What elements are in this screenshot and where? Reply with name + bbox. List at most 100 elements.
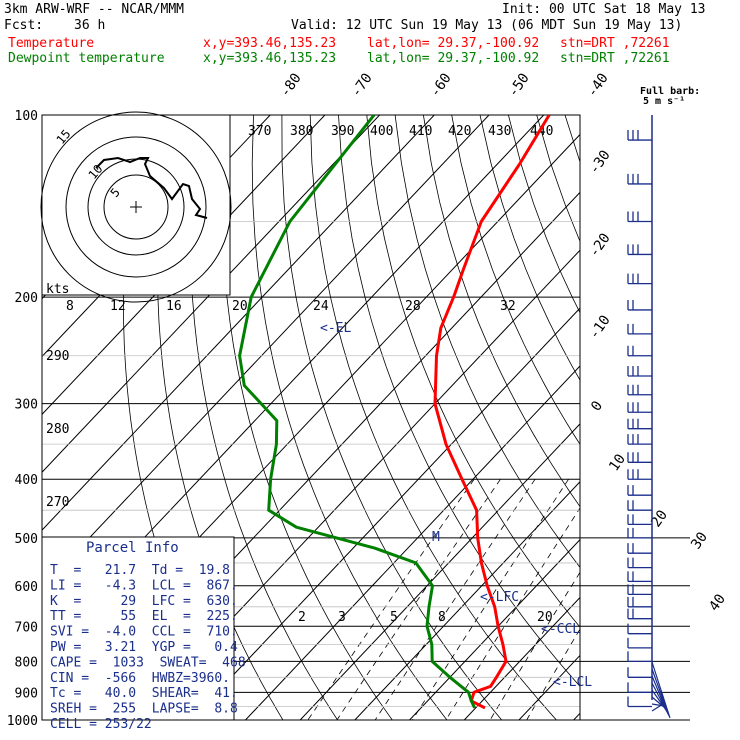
dry-adiabat-line — [251, 115, 448, 720]
wind-barb-shaft — [627, 130, 652, 141]
temperature-latlon: lat,lon= 29.37,-100.92 — [367, 36, 540, 51]
theta-label: 400 — [370, 124, 393, 139]
wind-barb-shaft — [627, 623, 652, 635]
wind-barb — [627, 384, 652, 396]
dewpoint-legend: Dewpoint temperature — [8, 51, 165, 66]
dewpoint-xy: x,y=393.46,135.23 — [203, 51, 337, 66]
wind-barb-shaft — [627, 514, 652, 526]
dry-adiabat-label: 290 — [46, 349, 69, 364]
wind-barb — [627, 696, 652, 708]
marker-lfc: <-LFC — [480, 590, 519, 605]
dewpoint-station: stn=DRT ,72261 — [560, 51, 670, 66]
wind-barb-shaft — [627, 384, 652, 396]
wind-barb — [627, 557, 652, 569]
parcel-title: Parcel Info — [86, 540, 179, 556]
wind-barb-shaft — [627, 651, 652, 663]
isotherm-line — [409, 538, 580, 720]
wind-barb-shaft — [627, 418, 652, 430]
isotherm-label: 20 — [648, 507, 671, 530]
wind-barb — [627, 402, 652, 413]
theta-label: 430 — [488, 124, 511, 139]
wind-barb — [627, 323, 652, 335]
parcel-row: SREH = 255 LAPSE= 8.8 — [50, 702, 238, 717]
isotherm-line — [628, 115, 740, 720]
dewpoint-latlon: lat,lon= 29.37,-100.92 — [367, 51, 540, 66]
wind-barb — [627, 244, 652, 256]
isotherm-label: -80 — [277, 70, 305, 100]
wind-barb — [627, 571, 652, 583]
wind-barb — [627, 543, 652, 554]
wind-barb-shaft — [627, 500, 652, 511]
wind-barb-shaft — [627, 667, 652, 678]
isotherm-line — [42, 115, 380, 473]
wind-barb — [627, 299, 652, 311]
wind-barb — [627, 469, 652, 480]
wind-barb — [627, 584, 652, 596]
isotherm-line — [463, 596, 580, 720]
parcel-row: K = 29 LFC = 630. — [50, 594, 238, 609]
isotherm-label: -40 — [584, 70, 612, 100]
isotherm-label: -50 — [505, 70, 533, 100]
temperature-curve — [433, 115, 551, 710]
wind-barb — [627, 514, 652, 526]
dry-adiabat-line — [366, 115, 580, 628]
init-time: Init: 00 UTC Sat 18 May 13 — [502, 2, 706, 17]
wind-barb-shaft — [627, 571, 652, 583]
speed-scale-label: 16 — [166, 299, 182, 314]
isotherm-label: 40 — [706, 591, 729, 614]
wind-barb-shaft — [627, 434, 652, 445]
mixing-ratio-label: 8 — [438, 610, 446, 625]
pressure-labels: 100 200 300 400 500 600 700 800 900 1000 — [7, 109, 38, 729]
wind-barb-shaft — [627, 637, 652, 649]
mixing-ratio-label: 5 — [390, 610, 398, 625]
wind-barbs: Full barb:5 m s⁻¹ — [627, 86, 700, 719]
parcel-row: SVI = -4.0 CCL = 710. — [50, 625, 238, 640]
dry-adiabat-line — [707, 115, 740, 720]
isotherm-label: -20 — [586, 230, 614, 260]
dry-adiabat-label: 280 — [46, 422, 69, 437]
mixing-ratio-label: 3 — [338, 610, 346, 625]
parcel-row: CAPE = 1033 SWEAT= 468 — [50, 655, 246, 670]
isotherm-line — [354, 481, 580, 720]
model-title: 3km ARW-WRF -- NCAR/MMM — [4, 2, 185, 17]
wind-barb — [627, 485, 652, 496]
dry-adiabat-line — [622, 115, 740, 720]
isotherm-label: 10 — [606, 451, 629, 474]
isotherm-label: -60 — [427, 70, 455, 100]
wind-barb — [627, 596, 652, 608]
temperature-legend: Temperature — [8, 36, 95, 51]
pressure-label: 1000 — [7, 714, 38, 729]
wind-barb-shaft — [627, 584, 652, 596]
barb-legend-line1: Full barb: — [640, 86, 700, 97]
theta-label: 410 — [409, 124, 432, 139]
isotherm-line — [299, 423, 580, 720]
isotherm-line — [42, 115, 435, 531]
forecast-hour: 36 h — [74, 18, 106, 33]
speed-scale-label: 8 — [66, 299, 74, 314]
wind-barb-shaft — [627, 485, 652, 496]
wind-barb — [627, 345, 652, 357]
parcel-row: T = 21.7 Td = 19.8 — [50, 563, 230, 578]
wind-barb — [627, 130, 652, 141]
hodograph-ring — [40, 111, 232, 303]
dry-adiabat-line — [593, 115, 740, 720]
wind-barb — [627, 365, 652, 377]
pressure-label: 300 — [15, 398, 38, 413]
wind-barb — [627, 667, 652, 678]
wind-barb — [627, 211, 652, 223]
level-markers: <-EL <-LFC <-CCL <-LCL M — [320, 321, 592, 690]
dry-adiabat-line — [678, 115, 740, 720]
forecast-label: Fcst: — [4, 18, 44, 33]
wind-barb — [627, 173, 652, 185]
pressure-label: 400 — [15, 473, 38, 488]
parcel-box — [41, 536, 235, 721]
pressure-label: 200 — [15, 291, 38, 306]
wind-barb-shaft — [627, 402, 652, 413]
low-level-barbs — [651, 661, 671, 719]
wind-barb-shaft — [627, 211, 652, 223]
isotherm-line — [42, 115, 490, 589]
speed-scale-label: 20 — [232, 299, 248, 314]
